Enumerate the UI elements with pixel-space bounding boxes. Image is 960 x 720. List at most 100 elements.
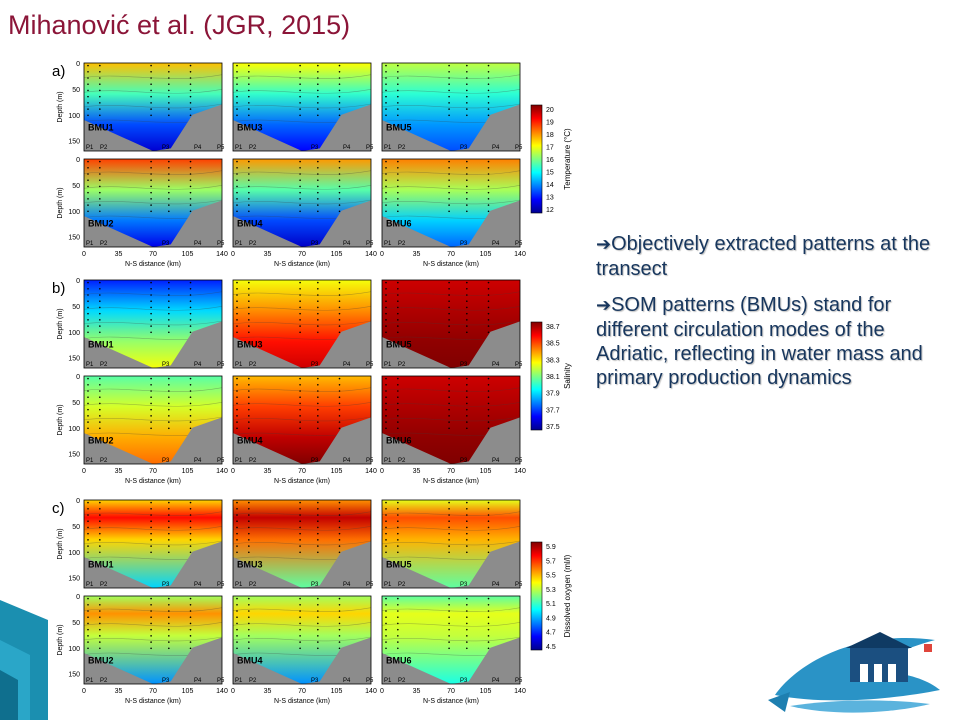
- sample-point: [448, 408, 450, 411]
- sample-point: [168, 520, 170, 523]
- sample-point: [338, 532, 341, 535]
- sample-point: [385, 325, 387, 327]
- sample-point: [299, 191, 301, 194]
- contour-line: [381, 74, 521, 79]
- bmu-label: BMU4: [237, 218, 263, 228]
- station-label: P3: [311, 678, 319, 684]
- x-tick-label: 35: [115, 688, 123, 695]
- sample-point: [385, 95, 387, 98]
- station-label: P5: [217, 241, 225, 247]
- sample-point: [99, 108, 101, 110]
- sample-point: [338, 198, 341, 200]
- contour-line: [232, 622, 372, 627]
- sample-point: [466, 281, 468, 284]
- sample-point: [150, 210, 152, 213]
- sample-point: [299, 312, 301, 315]
- sample-point: [248, 539, 250, 541]
- sample-point: [448, 427, 450, 430]
- sample-point: [397, 616, 399, 619]
- sample-point: [87, 95, 89, 98]
- sample-point: [87, 173, 89, 175]
- panel-frame: [381, 279, 521, 369]
- x-tick-label: 35: [413, 468, 421, 475]
- sample-point: [150, 173, 152, 175]
- sample-point: [397, 427, 399, 430]
- sample-point: [448, 402, 450, 405]
- sample-point: [466, 108, 468, 110]
- sample-point: [448, 312, 450, 315]
- contour-line: [232, 540, 372, 546]
- sample-point: [299, 597, 301, 600]
- sample-point: [338, 616, 341, 619]
- sample-point: [338, 83, 341, 86]
- sample-point: [466, 306, 468, 309]
- sample-point: [299, 64, 301, 67]
- x-tick-label: 35: [264, 688, 272, 695]
- panel-frame: [83, 595, 223, 685]
- sample-point: [168, 390, 170, 392]
- sample-point: [487, 415, 490, 417]
- sample-point: [338, 377, 341, 380]
- y-tick-label: 150: [68, 235, 80, 242]
- sample-point: [299, 185, 301, 188]
- sample-point: [236, 628, 238, 631]
- sample-point: [168, 160, 170, 163]
- sample-point: [338, 210, 341, 213]
- contour-line: [381, 540, 521, 546]
- x-tick-label: 105: [331, 688, 343, 695]
- sample-point: [299, 427, 301, 430]
- station-label: P2: [100, 582, 108, 588]
- sample-point: [150, 641, 152, 643]
- sample-point: [466, 89, 468, 92]
- sample-point: [248, 173, 250, 175]
- sample-point: [317, 204, 319, 206]
- sample-point: [385, 288, 387, 290]
- sample-point: [487, 204, 490, 206]
- station-label: P5: [515, 582, 523, 588]
- sample-point: [448, 281, 450, 284]
- panel-label: b): [52, 280, 65, 297]
- sample-point: [487, 294, 490, 296]
- sample-point: [150, 294, 152, 296]
- sample-point: [317, 604, 319, 606]
- sample-point: [487, 647, 490, 650]
- sample-point: [99, 325, 101, 327]
- x-axis-label: N-S distance (km): [125, 261, 181, 268]
- contour-line: [232, 526, 372, 531]
- sample-point: [168, 300, 170, 303]
- panel-frame: [83, 375, 223, 465]
- section-panel-BMU2: BMU2 P1 P2 P3 P4 P5 0 50 100 150 Depth (m) 0 35 70 105…: [57, 594, 228, 705]
- sample-point: [99, 102, 101, 104]
- sample-point: [299, 325, 301, 327]
- seabed: [84, 321, 222, 368]
- panel-frame: [83, 499, 223, 589]
- sample-point: [338, 95, 341, 98]
- station-label: P4: [194, 145, 202, 151]
- sample-point: [189, 179, 192, 182]
- station-label: P3: [460, 362, 468, 368]
- sample-point: [338, 396, 341, 399]
- sample-point: [448, 294, 450, 296]
- sample-point: [189, 377, 192, 380]
- sample-point: [317, 64, 319, 67]
- sample-point: [236, 331, 238, 334]
- station-label: P2: [249, 241, 257, 247]
- sample-point: [466, 312, 468, 315]
- sample-point: [338, 539, 341, 541]
- station-label: P4: [492, 678, 500, 684]
- colorbar-tick-label: 18: [546, 132, 554, 139]
- seabed: [84, 104, 222, 151]
- sample-point: [487, 319, 490, 321]
- sample-point: [487, 628, 490, 631]
- sample-point: [385, 77, 387, 79]
- sample-point: [448, 390, 450, 392]
- sample-point: [87, 539, 89, 541]
- station-label: P4: [492, 145, 500, 151]
- sample-point: [317, 508, 319, 510]
- sample-point: [87, 167, 89, 169]
- colorbar-tick-label: 5.1: [546, 601, 556, 608]
- sample-point: [448, 539, 450, 541]
- sample-point: [248, 160, 250, 163]
- seabed: [233, 104, 371, 151]
- sample-point: [397, 64, 399, 67]
